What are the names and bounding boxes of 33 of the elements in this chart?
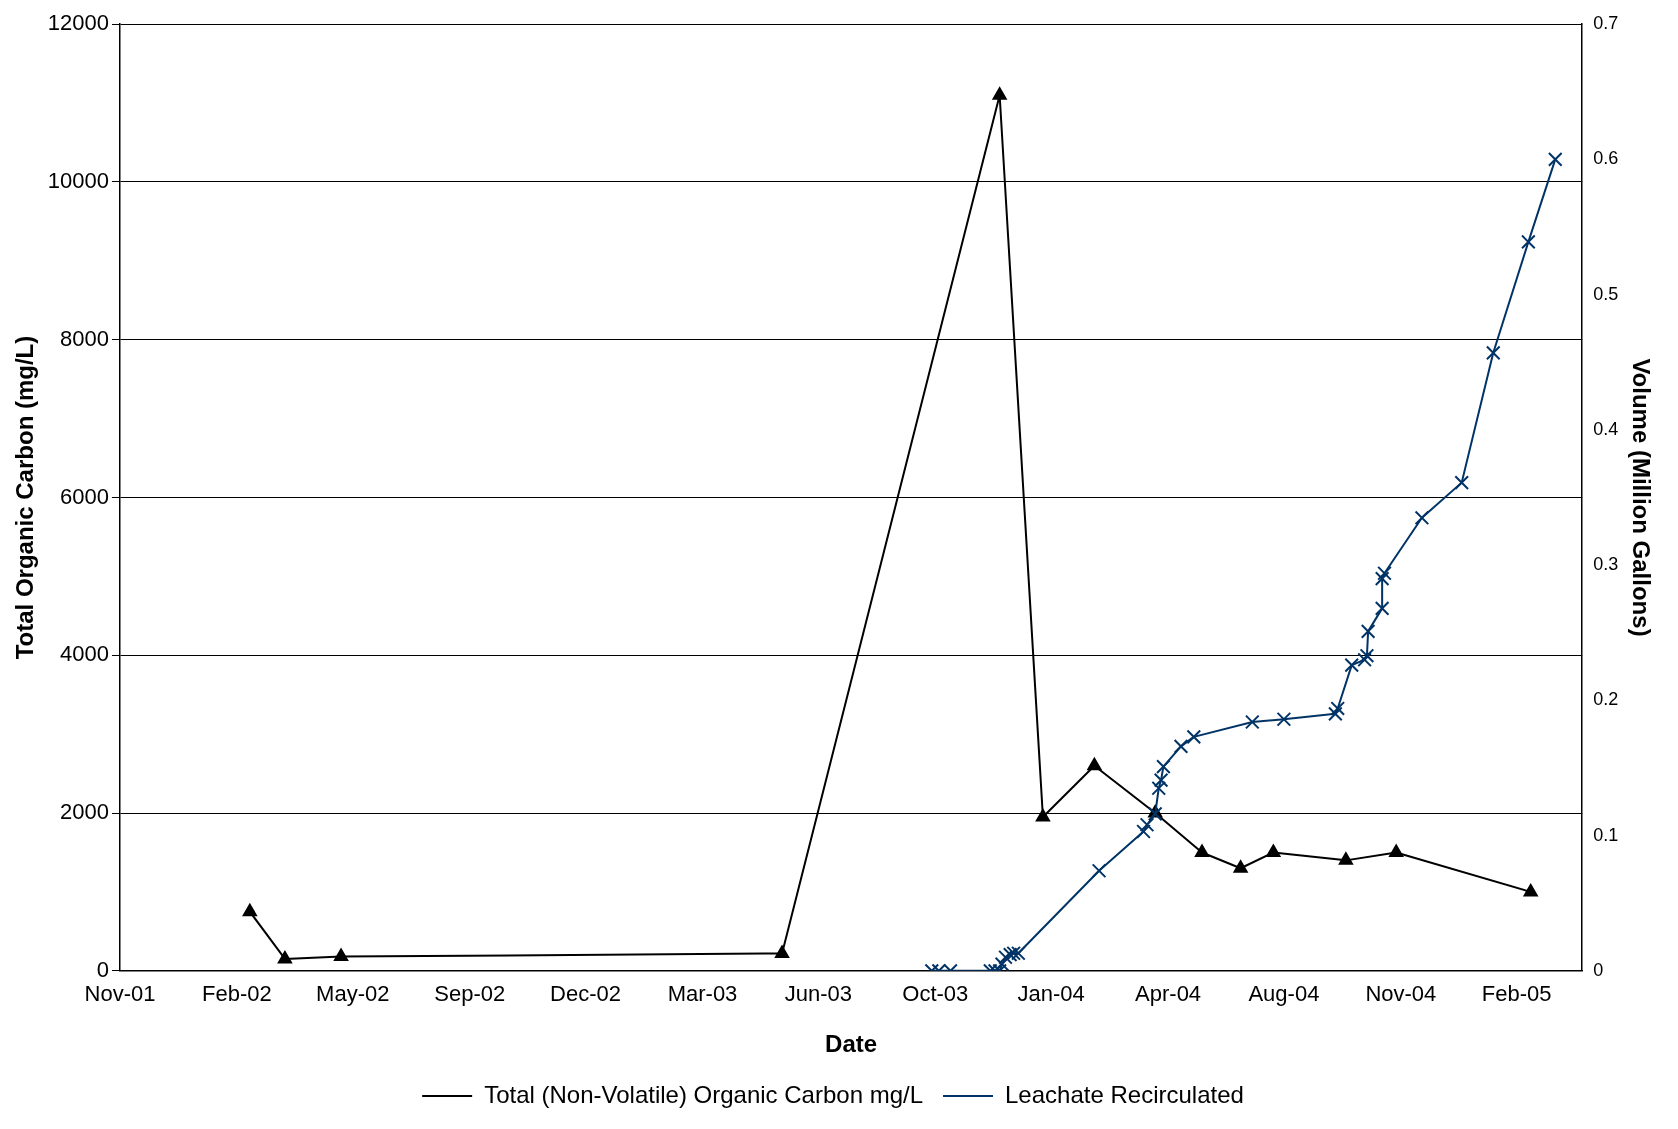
x-tick-label: Aug-04	[1248, 981, 1320, 1007]
x-tick-label: Jun-03	[784, 981, 852, 1007]
x-tick-label: Feb-02	[202, 981, 272, 1007]
y-tick-label: 8000	[60, 325, 109, 351]
y2-tick-label: 0.2	[1593, 689, 1619, 710]
x-tick-label: Nov-01	[84, 981, 156, 1007]
y2-tick-label: 0.4	[1593, 418, 1619, 439]
x-tick-label: Sep-02	[434, 981, 506, 1007]
legend-label: Leachate Recirculated	[1005, 1080, 1244, 1108]
y2-tick-label: 0.7	[1593, 13, 1619, 34]
x-tick-label: Oct-03	[902, 981, 969, 1007]
x-tick-label: Nov-04	[1365, 981, 1437, 1007]
y-tick-label: 2000	[60, 799, 109, 825]
y-tick-label: 4000	[60, 641, 109, 667]
y-axis-title: Total Organic Carbon (mg/L)	[11, 335, 39, 660]
x-axis-title: Date	[825, 1030, 878, 1058]
x-tick-label: Feb-05	[1481, 981, 1552, 1007]
y2-tick-label: 0.6	[1593, 148, 1619, 169]
y2-axis-title: Volume (Million Gallons)	[1627, 358, 1655, 637]
x-tick-label: Mar-03	[667, 981, 738, 1007]
y-tick-label: 0	[96, 956, 109, 982]
y-tick-label: 12000	[47, 10, 109, 36]
y2-tick-label: 0.3	[1593, 554, 1619, 575]
x-tick-label: May-02	[316, 981, 390, 1007]
legend-label: Total (Non-Volatile) Organic Carbon mg/L	[484, 1080, 924, 1108]
x-tick-label: Dec-02	[550, 981, 621, 1007]
x-tick-label: Jan-04	[1017, 981, 1085, 1007]
x-tick-label: Apr-04	[1135, 981, 1202, 1007]
y2-tick-label: 0	[1593, 959, 1604, 980]
y2-tick-label: 0.1	[1593, 824, 1619, 845]
y-tick-label: 6000	[60, 483, 109, 509]
y2-tick-label: 0.5	[1593, 283, 1619, 304]
y-tick-label: 10000	[47, 168, 109, 194]
